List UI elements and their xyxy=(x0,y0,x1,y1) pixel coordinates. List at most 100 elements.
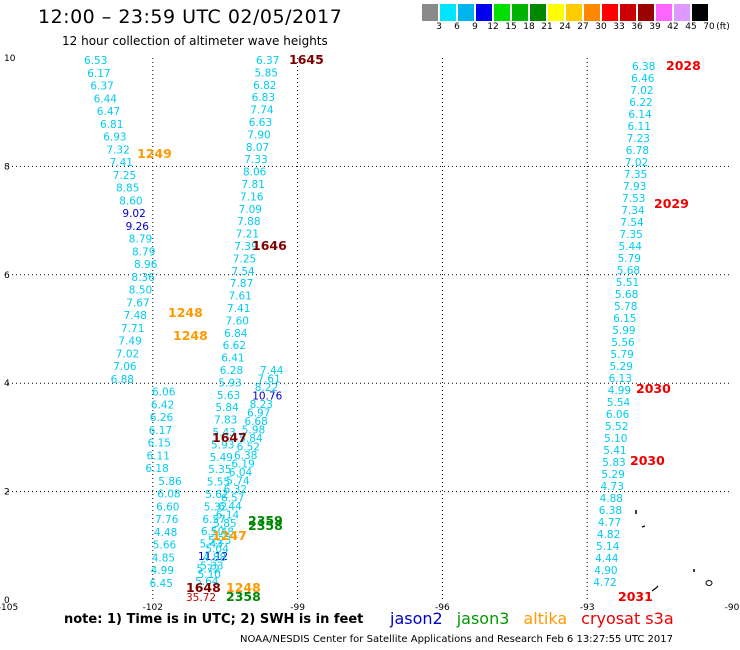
y-tick-label: 10 xyxy=(4,54,16,64)
swh-value: 7.44 xyxy=(260,365,284,377)
swh-value: 4.90 xyxy=(594,565,617,577)
swh-value: 7.41 xyxy=(110,157,133,169)
satellite-name: cryosat s3a xyxy=(581,609,674,628)
swh-value: 8.07 xyxy=(246,142,269,154)
swh-value: 5.43 xyxy=(199,539,222,551)
track-time-label: 1248 xyxy=(173,328,208,343)
map-title: 12:00 – 23:59 UTC 02/05/2017 xyxy=(38,6,343,28)
track-time-label: 2030 xyxy=(636,381,671,396)
y-tick-label: 0 xyxy=(4,596,10,606)
swh-value: 6.60 xyxy=(156,501,179,513)
swh-value: 5.64 xyxy=(195,576,219,588)
coastline xyxy=(635,510,713,592)
swh-value: 7.61 xyxy=(228,291,251,303)
swh-value: 7.71 xyxy=(121,323,144,335)
legend-swatch xyxy=(620,4,636,21)
color-legend: 3 6 9 12 15 18 21 24 27 30 33 36 39 42 45 70 (ft) xyxy=(422,4,730,34)
legend-swatch xyxy=(674,4,690,21)
swh-value: 5.29 xyxy=(601,469,624,481)
swh-value: 7.35 xyxy=(624,169,647,181)
legend-unit: (ft) xyxy=(716,22,730,32)
swh-value: 6.11 xyxy=(628,121,651,133)
swh-value: 5.85 xyxy=(255,67,278,79)
swh-value: 5.66 xyxy=(153,540,177,552)
x-tick-label: -102 xyxy=(143,603,163,613)
swh-value: 6.78 xyxy=(626,145,649,157)
swh-value: 5.93 xyxy=(218,377,241,389)
swh-value: 5.62 xyxy=(205,489,228,501)
swh-value: 6.06 xyxy=(152,387,176,399)
swh-value: 5.23 xyxy=(208,535,231,547)
track-time-label: 1249 xyxy=(137,146,172,161)
swh-value: 7.53 xyxy=(622,193,645,205)
swh-value: 7.61 xyxy=(257,374,280,386)
satellite-name: jason2 xyxy=(390,609,443,628)
legend-swatch xyxy=(476,4,492,21)
swh-value: 7.39 xyxy=(234,241,257,253)
swh-value: 6.45 xyxy=(150,578,173,590)
swh-value: 6.93 xyxy=(103,132,126,144)
swh-value: 6.32 xyxy=(224,484,247,496)
swh-value: 5.29 xyxy=(610,361,633,373)
map-subtitle: 12 hour collection of altimeter wave hei… xyxy=(62,34,328,48)
swh-value: 5.55 xyxy=(207,477,230,489)
track-time-label: 2029 xyxy=(654,196,689,211)
swh-value: 6.17 xyxy=(87,68,110,80)
swh-value: 8.36 xyxy=(131,272,155,284)
swh-value: 6.82 xyxy=(253,80,276,92)
satellite-key: jason2 jason3 altika cryosat s3a xyxy=(390,609,688,628)
swh-value: 4.82 xyxy=(597,529,620,541)
swh-value: 7.35 xyxy=(619,229,642,241)
track-time-label: 1645 xyxy=(289,52,324,67)
swh-value: 7.21 xyxy=(236,229,259,241)
swh-value: 5.74 xyxy=(226,476,250,488)
swh-value: 7.34 xyxy=(621,205,645,217)
swh-value: 6.62 xyxy=(223,340,246,352)
swh-value: 6.57 xyxy=(202,514,225,526)
swh-value: 5.10 xyxy=(198,569,221,581)
swh-value: 5.99 xyxy=(612,325,635,337)
swh-value: 6.37 xyxy=(256,55,279,67)
swh-value: 6.63 xyxy=(249,117,272,129)
legend-label: 24 xyxy=(559,22,571,32)
y-tick-label: 6 xyxy=(4,271,10,281)
swh-value: 6.38 xyxy=(599,505,622,517)
swh-value: 5.85 xyxy=(213,518,236,530)
swh-value: 7.02 xyxy=(625,157,648,169)
credit-line: NOAA/NESDIS Center for Satellite Applica… xyxy=(240,634,673,645)
swh-value: 6.83 xyxy=(252,92,275,104)
legend-label: 3 xyxy=(436,22,442,32)
legend-swatch xyxy=(656,4,672,21)
legend-swatch xyxy=(638,4,654,21)
legend-label: 6 xyxy=(454,22,460,32)
swh-value: 7.16 xyxy=(240,191,264,203)
swh-value: 5.68 xyxy=(615,289,638,301)
track-time-label: 1247 xyxy=(212,528,247,543)
swh-value: 4.48 xyxy=(154,527,177,539)
legend-label: 42 xyxy=(667,22,679,32)
swh-value: 5.84 xyxy=(215,402,239,414)
swh-value: 4.88 xyxy=(600,493,623,505)
swh-value: 7.83 xyxy=(214,415,237,427)
track-time-label: 2031 xyxy=(618,589,653,604)
swh-value: 9.26 xyxy=(126,221,150,233)
swh-value: 8.79 xyxy=(132,246,155,258)
swh-value: 6.38 xyxy=(234,450,257,462)
legend-label: 36 xyxy=(631,22,643,32)
y-tick-label: 2 xyxy=(4,488,10,498)
legend-label: 9 xyxy=(472,22,478,32)
legend-label: 33 xyxy=(613,22,625,32)
track-time-label: 2030 xyxy=(630,453,665,468)
legend-swatch xyxy=(440,4,456,21)
swh-value: 7.81 xyxy=(242,179,265,191)
legend-swatch xyxy=(530,4,546,21)
legend-swatch xyxy=(548,4,564,21)
swh-value: 4.99 xyxy=(608,385,631,397)
swh-value: 10.76 xyxy=(252,391,282,403)
x-tick-label: -105 xyxy=(0,603,18,613)
swh-value: 7.02 xyxy=(116,348,139,360)
swh-value: 5.32 xyxy=(204,501,227,513)
satellite-name: jason3 xyxy=(456,609,510,628)
swh-value: 5.44 xyxy=(619,241,643,253)
